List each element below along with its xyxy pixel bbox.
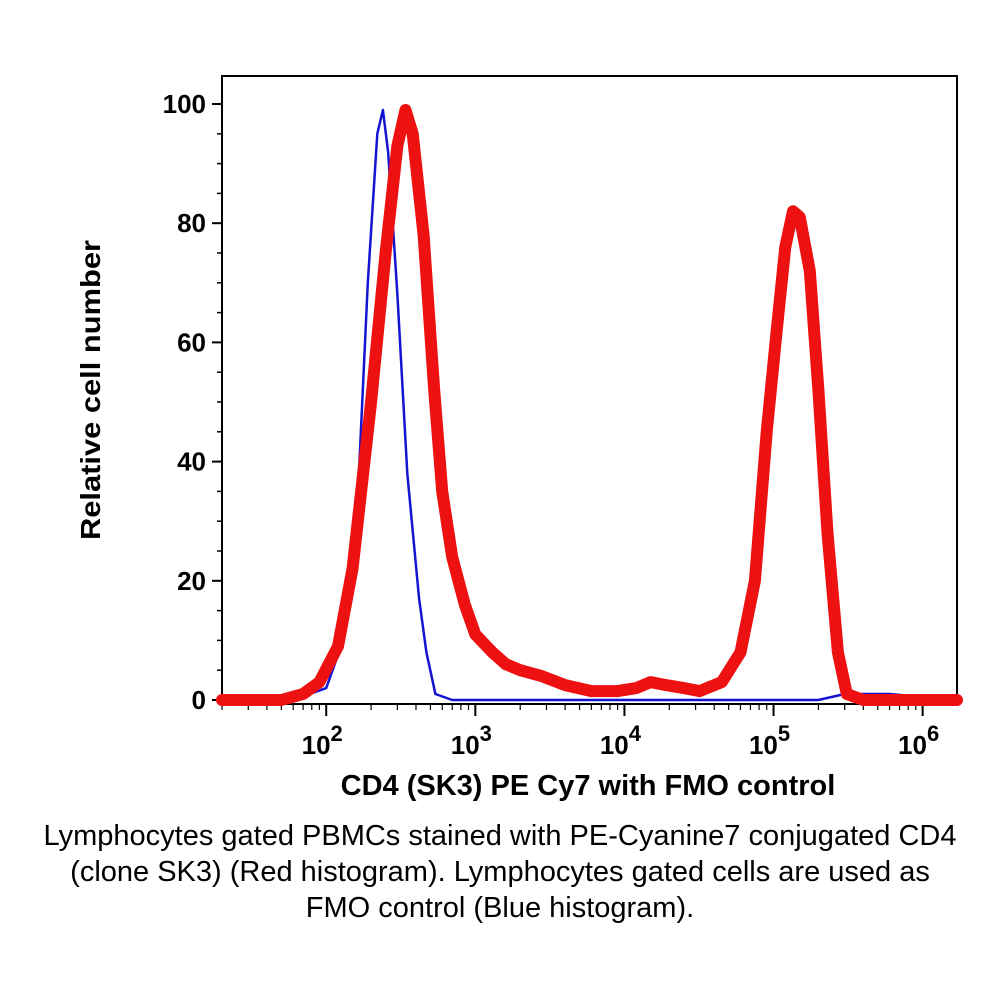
y-tick-label: 0 xyxy=(192,685,206,715)
y-axis-title: Relative cell number xyxy=(75,240,106,540)
y-axis-ticks xyxy=(212,103,222,701)
y-tick-label: 20 xyxy=(177,566,206,596)
fmo-control-histogram xyxy=(220,108,959,702)
x-tick-label: 105 xyxy=(749,721,790,760)
x-tick-label: 102 xyxy=(302,721,343,760)
y-tick-label: 60 xyxy=(177,327,206,357)
y-tick-label: 80 xyxy=(177,208,206,238)
x-tick-label: 104 xyxy=(600,721,642,760)
x-tick-label: 103 xyxy=(451,721,492,760)
y-tick-label: 40 xyxy=(177,447,206,477)
y-axis-tick-labels: 0 20 40 60 80 100 xyxy=(163,89,206,715)
x-axis-title: CD4 (SK3) PE Cy7 with FMO control xyxy=(341,770,836,802)
x-axis-tick-labels: 102 103 104 105 106 xyxy=(302,721,940,760)
cd4-stained-histogram xyxy=(216,104,963,706)
figure-caption: Lymphocytes gated PBMCs stained with PE-… xyxy=(43,820,957,924)
plot-frame xyxy=(221,75,958,705)
series-layer xyxy=(216,104,963,706)
x-axis-ticks xyxy=(221,704,924,716)
y-tick-label: 100 xyxy=(163,89,206,119)
x-tick-label: 106 xyxy=(898,721,939,760)
